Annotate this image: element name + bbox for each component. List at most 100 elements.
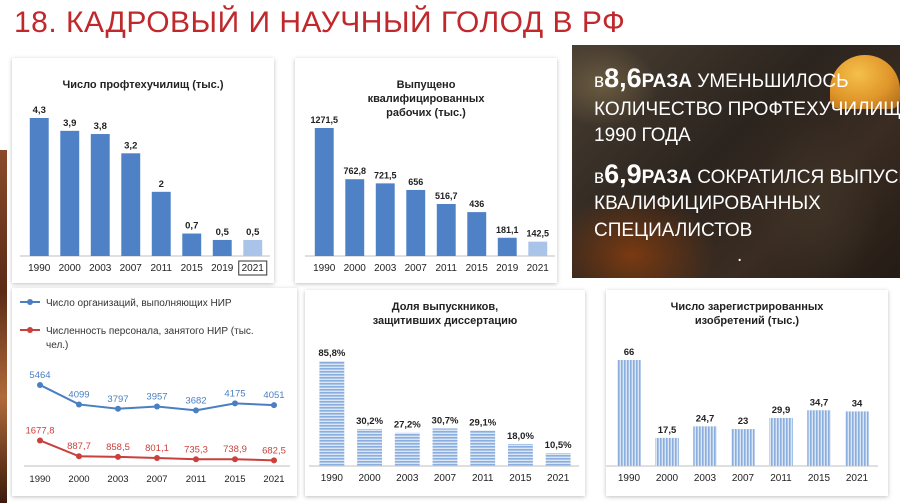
dissertations-chart-title: Доля выпускников, защитивших диссертацию <box>372 301 518 327</box>
schools-tick-label-2011: 2011 <box>150 263 172 274</box>
workers-data-label-2000: 762,8 <box>343 166 366 176</box>
inventions-bar-2000 <box>655 437 679 466</box>
inventions-tick-label-2011: 2011 <box>770 473 792 484</box>
inventions-data-label-2000: 17,5 <box>658 425 677 436</box>
inventions-bar-2007 <box>731 429 755 466</box>
workers-chart-panel: Выпущено квалифицированных рабочих (тыс.… <box>295 58 557 283</box>
schools-data-label-2011: 2 <box>159 179 164 190</box>
schools-data-label-2003: 3,8 <box>94 121 107 132</box>
workers-chart: 1271,5 1990 762,8 2000 721,5 2003 656 2007 516,7… <box>305 115 555 274</box>
inventions-chart-title: Число зарегистрированных изобретений (ты… <box>670 301 824 327</box>
schools-chart: 4,3 1990 3,9 2000 3,8 2003 3,2 2007 2 2011 0,7 2015… <box>20 105 270 276</box>
research-series-1-point-2000 <box>76 453 82 460</box>
workers-bar-2011 <box>436 203 456 256</box>
research-series-1-point-2007 <box>154 454 160 461</box>
callout-line-3: 1990 ГОДА <box>594 125 691 146</box>
helmet-image <box>830 55 900 109</box>
research-series-0-label-2003: 3797 <box>107 394 128 405</box>
research-series-0-label-2021: 4051 <box>263 390 284 401</box>
research-series-1-label-2021: 682,5 <box>262 445 286 456</box>
workers-chart-title: Выпущено квалифицированных рабочих (тыс.… <box>367 79 485 119</box>
research-tick-label-2021: 2021 <box>263 474 284 485</box>
research-series-1-label-2015: 738,9 <box>223 444 247 455</box>
inventions-bar-2011 <box>769 417 793 466</box>
dissertations-bar-2011 <box>470 430 496 466</box>
research-legend-marker-0 <box>27 299 33 305</box>
dissertations-chart-panel: Доля выпускников, защитивших диссертацию… <box>305 290 585 496</box>
dissertations-data-label-2011: 29,1% <box>469 417 496 428</box>
inventions-data-label-2011: 29,9 <box>772 405 791 416</box>
research-series-1-point-1990 <box>37 437 43 444</box>
schools-tick-label-2015: 2015 <box>181 263 204 274</box>
workers-bar-1990 <box>314 128 334 256</box>
workers-data-label-2021: 142,5 <box>526 229 549 239</box>
inventions-chart-panel: Число зарегистрированных изобретений (ты… <box>606 290 888 496</box>
workers-tick-label-2019: 2019 <box>496 263 519 274</box>
research-tick-label-2011: 2011 <box>186 474 206 485</box>
workers-data-label-2007: 656 <box>408 177 423 187</box>
inventions-tick-label-1990: 1990 <box>618 473 641 484</box>
schools-boxed-tick-frame <box>238 260 268 276</box>
schools-bar-2000 <box>60 130 80 256</box>
workers-bar-2021 <box>528 241 548 256</box>
research-series-0-point-2003 <box>115 405 121 412</box>
schools-bar-2015 <box>182 233 202 256</box>
schools-data-label-2021: 0,5 <box>246 227 260 238</box>
research-series-1-point-2003 <box>115 453 121 460</box>
research-series-1-label-1990: 1677,8 <box>25 425 54 436</box>
workers-tick-label-2003: 2003 <box>374 263 397 274</box>
inventions-data-label-2007: 23 <box>738 416 749 427</box>
workers-bar-2015 <box>467 212 487 256</box>
inventions-data-label-2003: 24,7 <box>696 413 715 424</box>
schools-data-label-1990: 4,3 <box>33 105 46 116</box>
dissertations-data-label-2007: 30,7% <box>432 415 459 426</box>
workers-bar-2019 <box>497 237 517 256</box>
research-tick-label-2003: 2003 <box>107 474 128 485</box>
schools-tick-label-1990: 1990 <box>28 263 51 274</box>
callout-line-7: . <box>737 245 743 266</box>
callout-line-6: СПЕЦИАЛИСТОВ <box>594 220 753 241</box>
research-series-0-label-2015: 4175 <box>224 388 245 399</box>
inventions-data-label-1990: 66 <box>624 347 635 358</box>
research-series-0-point-2007 <box>154 403 160 410</box>
research-tick-label-2007: 2007 <box>146 474 167 485</box>
workers-data-label-2011: 516,7 <box>435 191 458 201</box>
inventions-data-label-2021: 34 <box>852 398 863 409</box>
inventions-chart: 66 1990 17,5 2000 24,7 2003 23 2007 29,9 2011 34,7… <box>606 347 878 484</box>
research-tick-label-1990: 1990 <box>29 474 50 485</box>
research-series-0-point-1990 <box>37 381 43 388</box>
schools-bar-2021 <box>243 239 263 256</box>
inventions-data-label-2015: 34,7 <box>810 397 829 408</box>
schools-data-label-2019: 0,5 <box>216 227 230 238</box>
schools-tick-label-2003: 2003 <box>89 263 112 274</box>
worker-photo-callout: в8,6РАЗА УМЕНЬШИЛОСЬ КОЛИЧЕСТВО ПРОФТЕХУ… <box>572 45 900 278</box>
inventions-tick-label-2015: 2015 <box>808 473 831 484</box>
schools-bar-2011 <box>151 191 171 256</box>
dissertations-tick-label-2015: 2015 <box>509 473 532 484</box>
dissertations-data-label-2015: 18,0% <box>507 431 534 442</box>
workers-tick-label-2007: 2007 <box>405 263 428 274</box>
callout-number-1: 8,6 <box>604 63 642 93</box>
callout-line-1: в8,6РАЗА УМЕНЬШИЛОСЬ <box>594 63 849 93</box>
dissertations-bar-1990 <box>319 361 345 466</box>
workers-tick-label-2011: 2011 <box>435 263 457 274</box>
research-tick-label-2015: 2015 <box>224 474 245 485</box>
schools-tick-label-2007: 2007 <box>120 263 143 274</box>
slide-title: 18. КАДРОВЫЙ И НАУЧНЫЙ ГОЛОД В РФ <box>14 6 626 39</box>
workers-data-label-2003: 721,5 <box>374 170 397 180</box>
inventions-bar-2015 <box>807 410 831 466</box>
dissertations-tick-label-2007: 2007 <box>434 473 457 484</box>
schools-data-label-2000: 3,9 <box>63 118 76 129</box>
research-legend-label-0: Число организаций, выполняющих НИР <box>46 298 232 309</box>
inventions-tick-label-2021: 2021 <box>846 473 869 484</box>
inventions-tick-label-2003: 2003 <box>694 473 717 484</box>
schools-chart-title: Число профтехучилищ (тыс.) <box>62 79 224 91</box>
dissertations-bar-2000 <box>357 429 383 466</box>
schools-bar-2019 <box>212 239 232 256</box>
schools-tick-label-2021: 2021 <box>242 263 265 274</box>
research-series-0-point-2015 <box>232 400 238 407</box>
dissertations-chart: 85,8% 1990 30,2% 2000 27,2% 2003 30,7% 2007 29,1… <box>309 348 579 484</box>
workers-tick-label-2021: 2021 <box>527 263 550 274</box>
callout-line-2: КОЛИЧЕСТВО ПРОФТЕХУЧИЛИЩ С <box>594 99 900 120</box>
research-series-1-label-2003: 858,5 <box>106 442 130 453</box>
